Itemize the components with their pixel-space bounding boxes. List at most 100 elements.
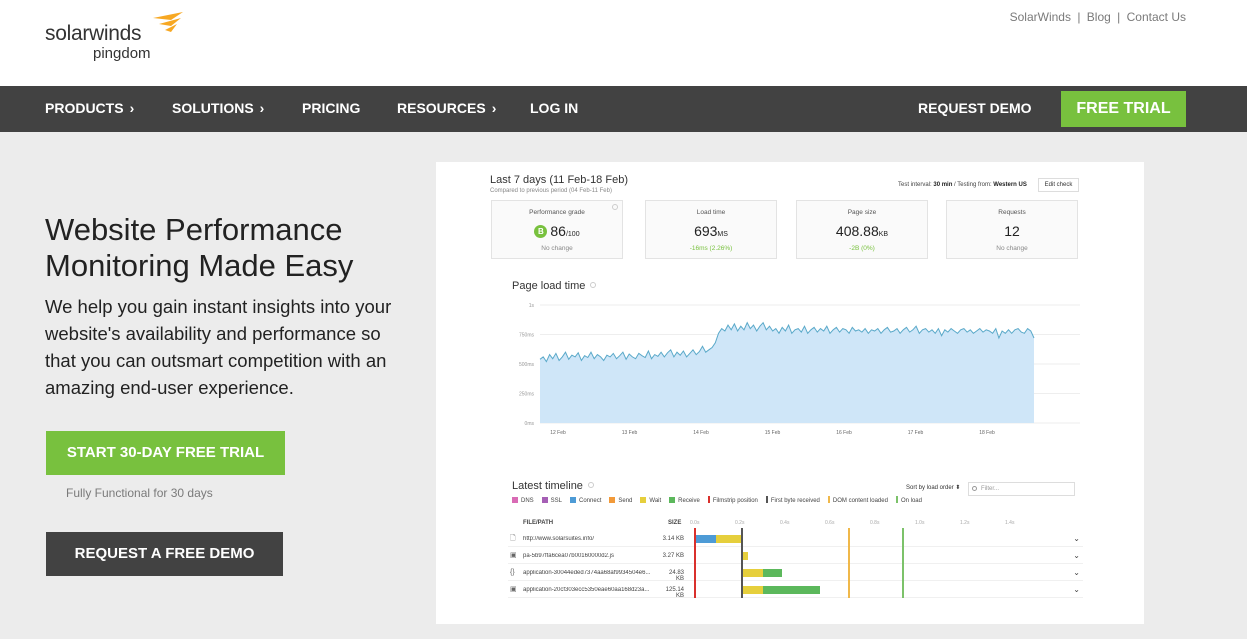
y-tick-label: 0ms — [525, 421, 535, 427]
latest-timeline-title: Latest timeline — [512, 480, 594, 492]
timeline-tick-label: 0.2s — [735, 520, 745, 526]
chevron-down-icon[interactable]: ⌄ — [1073, 551, 1080, 560]
timeline-bar — [763, 586, 820, 594]
nav-products-label: PRODUCTS — [45, 100, 124, 116]
first-byte-marker — [741, 528, 744, 598]
x-tick-label: 14 Feb — [693, 430, 709, 436]
card-label: Load time — [696, 209, 726, 216]
legend-item: Wait — [640, 497, 661, 504]
trial-note: Fully Functional for 30 days — [66, 486, 213, 500]
nav-solutions-label: SOLUTIONS — [172, 100, 254, 116]
chevron-right-icon: › — [259, 100, 265, 116]
start-free-trial-button[interactable]: START 30-DAY FREE TRIAL — [46, 431, 285, 475]
legend-item: Connect — [570, 497, 601, 504]
timeline-bar — [763, 569, 783, 577]
page-size-value: 408.88 — [835, 223, 879, 239]
timeline-row[interactable]: {} application-30044eded7374aa68af9934504… — [508, 566, 1083, 582]
solarwinds-pingdom-logo[interactable]: solarwinds pingdom — [45, 12, 195, 64]
load-time-line — [539, 321, 1035, 363]
page-size-unit: KB — [878, 231, 889, 238]
card-value: 693MS — [646, 223, 776, 239]
hero-description: We help you gain instant insights into y… — [45, 296, 392, 398]
legend-swatch — [707, 496, 710, 503]
load-time-card: Load time 693MS -16ms (2.26%) — [645, 200, 777, 259]
page-icon: 🗋 — [510, 535, 516, 542]
x-tick-label: 16 Feb — [836, 430, 852, 436]
nav-pricing[interactable]: PRICING — [302, 100, 360, 116]
filmstrip-marker — [694, 528, 696, 598]
y-tick-label: 250ms — [519, 392, 535, 398]
timeline-row[interactable]: ▣ pa-5b97ffa6cea07b00160000d2.js 3.27 KB ⌄ — [508, 549, 1083, 564]
load-time-value: 693 — [694, 223, 718, 239]
x-tick-label: 18 Feb — [979, 430, 995, 436]
timeline-row[interactable]: ▣ application-20cf303ecc5350eae60aa168d23… — [508, 583, 1083, 599]
info-icon — [590, 282, 597, 288]
nav-log-in[interactable]: LOG IN — [530, 100, 578, 116]
latest-timeline-label: Latest timeline — [512, 480, 583, 492]
grade-badge: B — [534, 225, 548, 238]
legend-swatch — [640, 497, 647, 503]
page-load-time-label: Page load time — [512, 280, 586, 292]
legend-swatch — [570, 497, 577, 503]
chevron-down-icon[interactable]: ⌄ — [1073, 568, 1080, 577]
legend-label: On load — [900, 498, 922, 504]
timeline-bar — [741, 586, 764, 594]
file-size: 125.14 KB — [665, 587, 684, 599]
nav-log-in-label: LOG IN — [530, 100, 579, 116]
request-free-demo-button[interactable]: REQUEST A FREE DEMO — [46, 532, 283, 576]
testing-location: Western US — [993, 182, 1027, 188]
request-demo-link[interactable]: REQUEST DEMO — [918, 100, 1032, 116]
file-path: http://www.solarsuites.info/ — [523, 536, 595, 542]
logo-wordmark: solarwinds — [45, 22, 142, 45]
nav-products[interactable]: PRODUCTS › — [45, 100, 134, 116]
filter-placeholder: Filter... — [981, 486, 1000, 492]
hero-title: Website Performance Monitoring Made Easy — [45, 212, 354, 283]
free-trial-button[interactable]: FREE TRIAL — [1061, 91, 1186, 127]
logo-subtitle: pingdom — [93, 45, 151, 62]
file-path: application-30044eded7374aa68af9934504e6… — [523, 570, 651, 576]
grade-unit: /100 — [565, 231, 580, 238]
nav-resources-label: RESOURCES — [397, 100, 486, 116]
card-label: Requests — [998, 209, 1026, 216]
dom-loaded-marker — [848, 528, 851, 598]
edit-check-button[interactable]: Edit check — [1038, 178, 1079, 192]
link-separator: | — [1117, 10, 1121, 24]
legend-item: On load — [895, 496, 922, 504]
file-path-header: FILE/PATH — [523, 520, 554, 526]
script-icon: {} — [510, 569, 515, 576]
timeline-row[interactable]: 🗋 http://www.solarsuites.info/3.14 KB ⌄ — [508, 532, 1083, 547]
contact-us-link[interactable]: Contact Us — [1126, 10, 1186, 24]
card-label: Performance grade — [529, 209, 585, 216]
legend-item: SSL — [541, 497, 562, 504]
logo-wing-icon — [153, 12, 183, 32]
nav-solutions[interactable]: SOLUTIONS › — [172, 100, 264, 116]
timeline-tick-label: 1.0s — [915, 520, 925, 526]
legend-label: First byte received — [770, 498, 820, 504]
link-separator: | — [1077, 10, 1081, 24]
blog-link[interactable]: Blog — [1086, 10, 1111, 24]
card-delta: -2B (0%) — [849, 245, 875, 252]
file-size: 3.14 KB — [662, 536, 684, 542]
legend-label: Filmstrip position — [712, 498, 758, 504]
card-label: Page size — [847, 209, 877, 216]
file-size: 24.83 KB — [668, 570, 684, 582]
solarwinds-link[interactable]: SolarWinds — [1009, 10, 1071, 24]
legend-swatch — [669, 497, 676, 503]
legend-swatch — [765, 496, 768, 503]
timeline-tick-label: 0.0s — [690, 520, 700, 526]
size-header: SIZE — [668, 520, 682, 526]
timeline-tick-label: 0.4s — [780, 520, 790, 526]
card-delta: -16ms (2.26%) — [689, 245, 733, 252]
y-tick-label: 750ms — [519, 333, 535, 339]
sort-select[interactable]: Sort by load order ⬍ — [906, 485, 961, 491]
x-tick-label: 15 Feb — [765, 430, 781, 436]
page-size-card: Page size 408.88KB -2B (0%) — [796, 200, 928, 259]
nav-resources[interactable]: RESOURCES › — [397, 100, 496, 116]
chevron-down-icon[interactable]: ⌄ — [1073, 534, 1080, 543]
utility-links: SolarWinds | Blog | Contact Us — [1010, 10, 1186, 24]
chevron-down-icon[interactable]: ⌄ — [1073, 585, 1080, 594]
chevron-right-icon: › — [491, 100, 497, 116]
card-delta: No change — [541, 245, 573, 252]
legend-swatch — [827, 496, 830, 503]
filter-input[interactable]: Filter... — [968, 482, 1075, 496]
